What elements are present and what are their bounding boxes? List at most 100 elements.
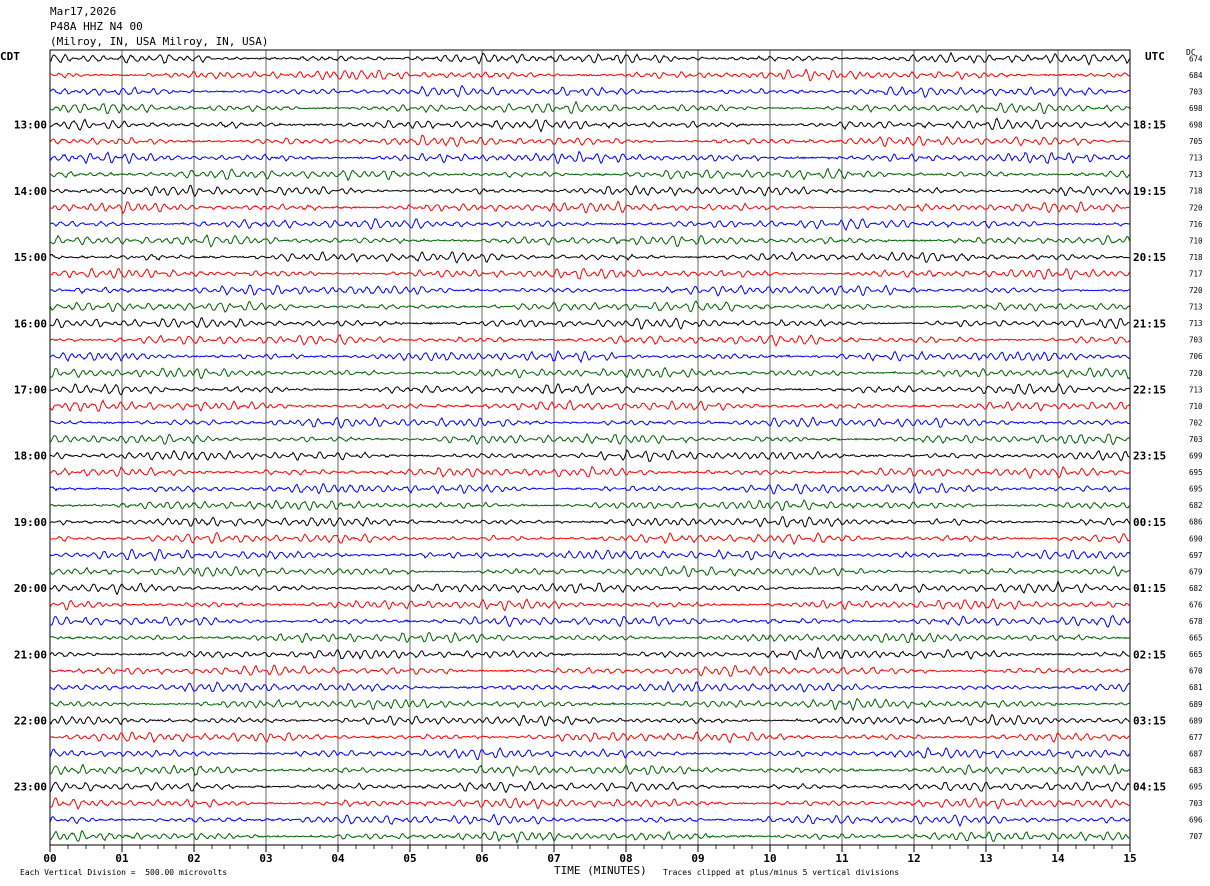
x-tick-label: 06 xyxy=(475,852,489,865)
dc-offset-label: 718 xyxy=(1189,253,1203,262)
cdt-hour-label: 16:00 xyxy=(14,317,47,330)
dc-offset-label: 698 xyxy=(1189,121,1203,130)
dc-offset-label: 665 xyxy=(1189,634,1203,643)
trace-line xyxy=(49,830,1131,844)
dc-offset-label: 713 xyxy=(1189,170,1203,179)
dc-offset-label: 720 xyxy=(1189,286,1203,295)
dc-offset-label: 689 xyxy=(1189,716,1203,725)
dc-offset-label: 698 xyxy=(1189,104,1203,113)
trace-line xyxy=(49,84,1131,99)
trace-line xyxy=(49,251,1131,264)
x-tick-label: 09 xyxy=(691,852,704,865)
dc-offset-label: 703 xyxy=(1189,336,1203,345)
dc-offset-label: 677 xyxy=(1189,733,1203,742)
cdt-hour-label: 18:00 xyxy=(14,450,47,463)
dc-offset-label: 684 xyxy=(1189,71,1203,80)
dc-offset-label: 703 xyxy=(1189,435,1203,444)
x-tick-label: 04 xyxy=(331,852,345,865)
trace-line xyxy=(49,117,1131,133)
trace-line xyxy=(49,317,1131,330)
x-tick-label: 00 xyxy=(43,852,56,865)
utc-hour-label: 01:15 xyxy=(1133,582,1166,595)
trace-line xyxy=(49,465,1131,480)
dc-offset-label: 699 xyxy=(1189,452,1203,461)
trace-line xyxy=(49,614,1131,628)
utc-hour-label: 19:15 xyxy=(1133,185,1166,198)
trace-line xyxy=(49,449,1131,462)
dc-offset-label: 703 xyxy=(1189,87,1203,96)
x-tick-label: 05 xyxy=(403,852,416,865)
trace-line xyxy=(49,780,1131,794)
trace-line xyxy=(49,631,1131,644)
trace-line xyxy=(49,646,1131,661)
utc-hour-label: 02:15 xyxy=(1133,648,1166,661)
utc-hour-label: 22:15 xyxy=(1133,384,1166,397)
trace-line xyxy=(49,333,1131,347)
x-tick-label: 02 xyxy=(187,852,200,865)
trace-line xyxy=(49,746,1131,761)
dc-offset-label: 713 xyxy=(1189,303,1203,312)
utc-hour-label: 23:15 xyxy=(1133,450,1166,463)
trace-line xyxy=(49,664,1131,677)
trace-line xyxy=(49,713,1131,727)
dc-offset-label: 695 xyxy=(1189,468,1203,477)
dc-offset-label: 682 xyxy=(1189,584,1203,593)
trace-line xyxy=(49,284,1131,297)
dc-offset-label: 682 xyxy=(1189,501,1203,510)
trace-line xyxy=(49,134,1131,148)
trace-line xyxy=(49,813,1131,828)
trace-line xyxy=(49,184,1131,197)
clip-note: Traces clipped at plus/minus 5 vertical … xyxy=(663,868,900,877)
dc-offset-label: 702 xyxy=(1189,418,1203,427)
x-tick-label: 08 xyxy=(619,852,632,865)
cdt-hour-label: 15:00 xyxy=(14,251,47,264)
dc-offset-label: 705 xyxy=(1189,137,1203,146)
trace-line xyxy=(49,68,1131,82)
dc-offset-label: 665 xyxy=(1189,650,1203,659)
chart-labels: 00 01 02 03 04 05 06 07 08 09 10 11 12 13 14 15 674 684 70… xyxy=(14,54,1203,865)
dc-offset-label: 720 xyxy=(1189,369,1203,378)
x-tick-label: 11 xyxy=(835,852,849,865)
trace-line xyxy=(49,680,1131,693)
trace-line xyxy=(49,516,1131,528)
trace-line xyxy=(49,548,1131,562)
cdt-hour-label: 17:00 xyxy=(14,384,47,397)
dc-offset-label: 713 xyxy=(1189,385,1203,394)
utc-hour-label: 03:15 xyxy=(1133,715,1166,728)
trace-line xyxy=(49,565,1131,578)
utc-hour-label: 00:15 xyxy=(1133,516,1166,529)
dc-offset-label: 686 xyxy=(1189,518,1203,527)
dc-offset-label: 713 xyxy=(1189,319,1203,328)
header-location: (Milroy, IN, USA Milroy, IN, USA) xyxy=(50,35,269,48)
dc-offset-label: 718 xyxy=(1189,187,1203,196)
trace-line xyxy=(49,200,1131,215)
dc-offset-label: 697 xyxy=(1189,551,1203,560)
trace-line xyxy=(49,499,1131,512)
x-tick-label: 15 xyxy=(1123,852,1136,865)
trace-line xyxy=(49,763,1131,778)
dc-offset-label: 681 xyxy=(1189,683,1203,692)
scale-note: Each Vertical Division = 500.00 microvol… xyxy=(20,868,228,877)
x-tick-label: 12 xyxy=(907,852,920,865)
dc-offset-label: 720 xyxy=(1189,203,1203,212)
x-tick-label: 07 xyxy=(547,852,560,865)
right-timezone-label: UTC xyxy=(1145,50,1165,63)
x-axis-title: TIME (MINUTES) xyxy=(554,864,647,877)
dc-offset-label: 710 xyxy=(1189,402,1203,411)
seismic-traces xyxy=(49,51,1131,844)
cdt-hour-label: 20:00 xyxy=(14,582,47,595)
dc-offset-label: 717 xyxy=(1189,269,1203,278)
cdt-hour-label: 14:00 xyxy=(14,185,47,198)
trace-line xyxy=(49,580,1131,596)
trace-line xyxy=(49,366,1131,380)
cdt-hour-label: 23:00 xyxy=(14,781,47,794)
dc-offset-label: 670 xyxy=(1189,667,1203,676)
left-timezone-label: CDT xyxy=(0,50,20,63)
x-tick-label: 03 xyxy=(259,852,272,865)
header-station: P48A HHZ N4 00 xyxy=(50,20,143,33)
dc-offset-label: 687 xyxy=(1189,749,1203,758)
utc-hour-label: 20:15 xyxy=(1133,251,1166,264)
dc-offset-label: 706 xyxy=(1189,352,1203,361)
trace-line xyxy=(49,597,1131,612)
trace-line xyxy=(49,382,1131,396)
